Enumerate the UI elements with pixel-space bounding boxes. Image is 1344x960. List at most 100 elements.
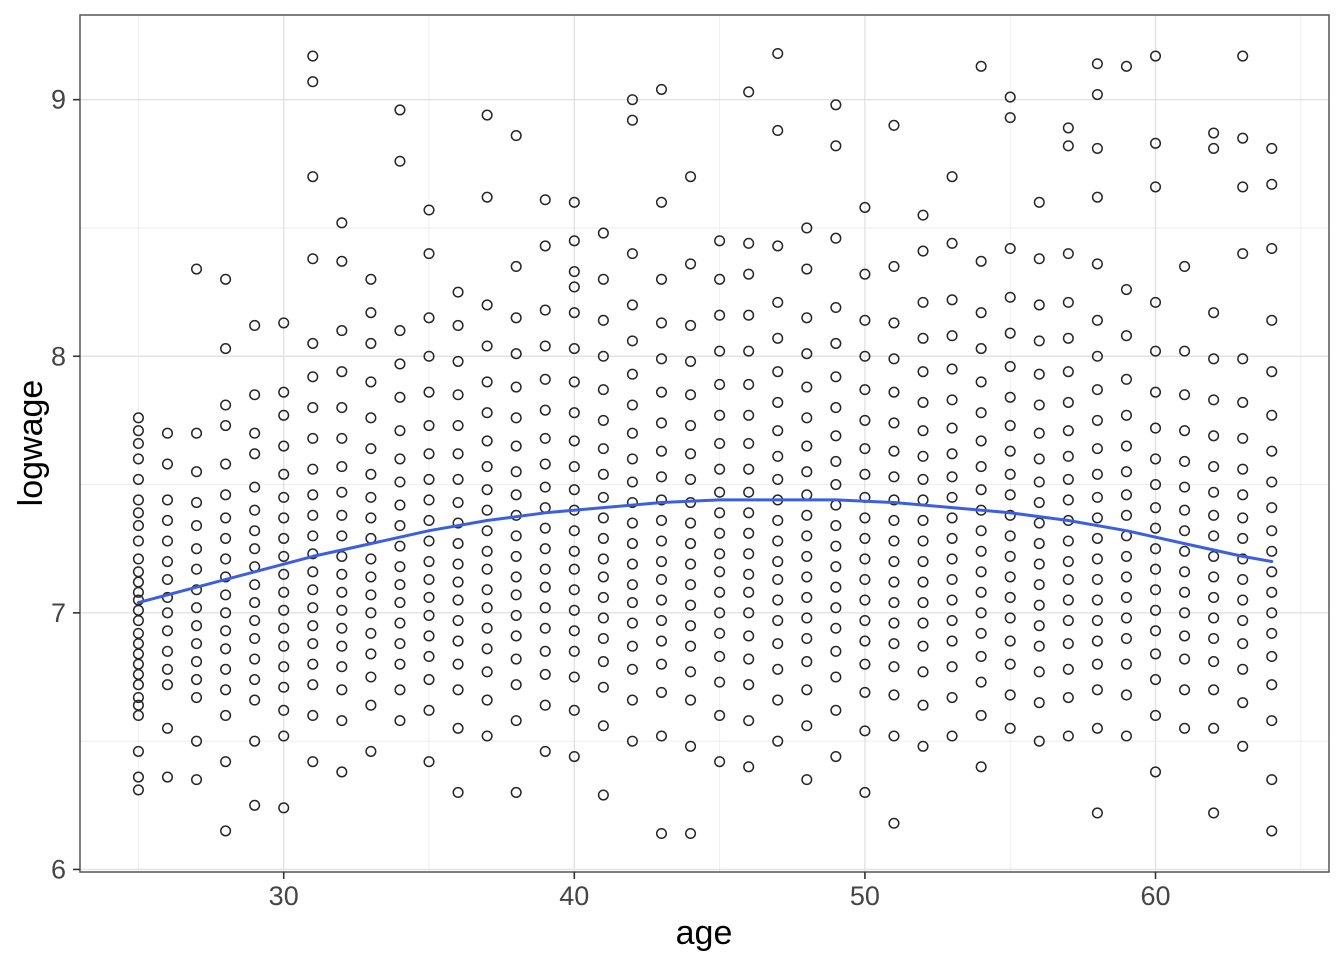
data-point [859, 268, 871, 280]
data-point [539, 340, 551, 352]
data-point [1149, 604, 1162, 616]
data-point [626, 299, 638, 311]
data-point [1208, 127, 1220, 139]
data-point [917, 555, 929, 568]
data-point [220, 756, 232, 768]
data-point [307, 337, 319, 349]
data-point [1033, 558, 1045, 570]
data-point [249, 319, 261, 332]
data-point [539, 668, 551, 680]
data-point [190, 735, 203, 747]
data-point [481, 109, 493, 121]
data-point [481, 730, 493, 742]
data-point [1033, 453, 1045, 465]
data-point [772, 450, 784, 462]
data-point [1149, 296, 1162, 308]
data-point [336, 604, 348, 616]
data-point [946, 635, 958, 647]
data-point [743, 761, 755, 773]
data-point [336, 766, 348, 778]
data-point [975, 650, 987, 663]
data-point [1120, 330, 1133, 342]
data-point [888, 471, 900, 483]
data-point [1033, 579, 1045, 591]
data-point [743, 463, 755, 475]
data-point [539, 458, 551, 470]
data-point [1208, 509, 1220, 521]
data-point [975, 484, 987, 496]
data-point [161, 663, 174, 675]
data-point [1208, 722, 1220, 734]
data-point [510, 715, 522, 727]
data-point [772, 425, 784, 437]
data-point [423, 419, 435, 432]
data-point [626, 335, 638, 347]
data-point [975, 761, 987, 773]
data-point [830, 337, 842, 349]
data-point [1091, 807, 1103, 819]
data-point [481, 563, 493, 575]
data-point [975, 255, 987, 267]
data-point [685, 171, 697, 183]
data-point [190, 638, 203, 650]
data-point [161, 458, 174, 470]
data-point [772, 694, 784, 706]
data-point [946, 330, 958, 342]
data-point [975, 627, 987, 639]
data-point [1004, 445, 1016, 457]
data-point [1208, 430, 1220, 442]
data-point [1266, 366, 1278, 378]
data-point [568, 461, 580, 473]
data-point [1004, 658, 1016, 670]
data-point [365, 412, 377, 424]
data-point [655, 386, 668, 398]
data-point [830, 645, 842, 657]
data-point [946, 237, 958, 249]
data-point [1091, 553, 1103, 565]
data-point [626, 453, 638, 465]
data-point [365, 307, 377, 319]
data-point [1004, 591, 1016, 604]
data-point [743, 653, 755, 665]
data-point [452, 635, 464, 647]
data-point [452, 496, 464, 509]
data-point [510, 550, 522, 562]
data-point [423, 555, 435, 568]
data-point [1149, 584, 1162, 596]
data-point [220, 553, 232, 565]
data-point [220, 684, 232, 696]
data-point [190, 263, 203, 275]
data-point [365, 553, 377, 565]
data-point [975, 376, 987, 388]
data-point [685, 620, 697, 632]
data-point [1208, 486, 1220, 498]
data-point [249, 674, 261, 686]
data-point [714, 235, 726, 247]
data-point [365, 648, 377, 660]
data-point [772, 124, 784, 137]
data-point [1062, 638, 1074, 650]
data-point [1149, 674, 1162, 686]
data-point [1120, 689, 1133, 701]
data-point [539, 194, 551, 206]
data-point [510, 130, 522, 142]
data-point [161, 573, 174, 586]
data-point [626, 368, 638, 380]
data-point [888, 638, 900, 650]
data-point [190, 674, 203, 686]
data-point [539, 581, 551, 593]
data-point [1033, 399, 1045, 411]
data-point [568, 484, 580, 496]
data-point [859, 658, 871, 670]
data-point [1091, 384, 1103, 396]
data-point [655, 658, 668, 670]
data-point [1062, 614, 1074, 627]
data-point [859, 512, 871, 524]
data-point [626, 538, 638, 550]
data-point [365, 491, 377, 503]
data-point [278, 661, 290, 673]
data-point [743, 607, 755, 619]
data-point [336, 402, 348, 414]
data-point [249, 632, 261, 645]
data-point [568, 525, 580, 537]
